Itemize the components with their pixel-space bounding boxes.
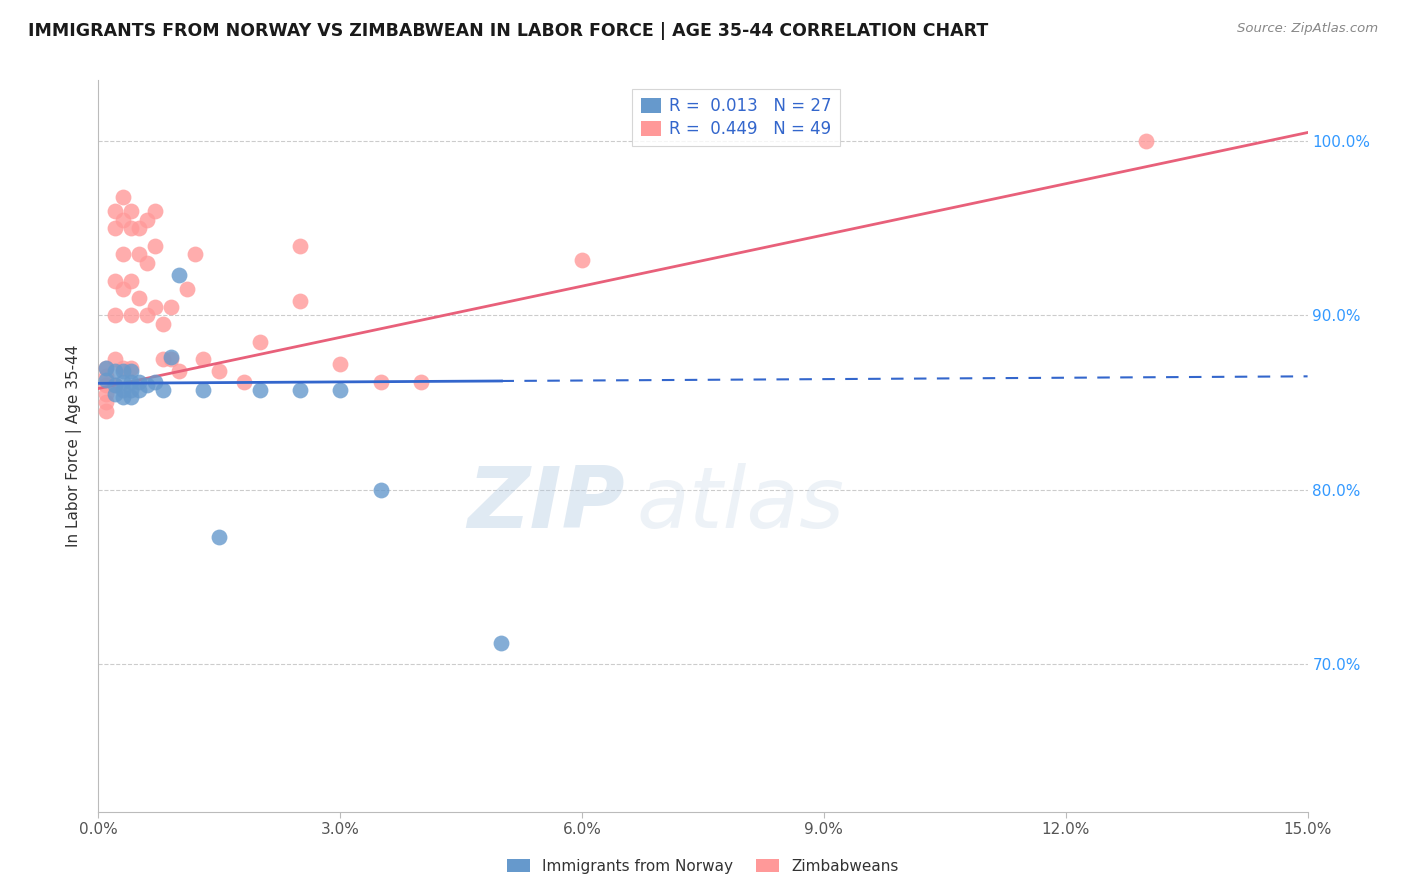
Point [1135, 134, 1157, 148]
Point [96, 360, 118, 375]
Text: Source: ZipAtlas.com: Source: ZipAtlas.com [1237, 22, 1378, 36]
Point [120, 360, 142, 375]
Point [111, 212, 134, 227]
Point [96, 369, 118, 384]
Point [152, 384, 174, 398]
Point [135, 309, 157, 323]
Point [128, 384, 150, 398]
Point [103, 386, 125, 401]
Point [120, 375, 142, 389]
Point [152, 317, 174, 331]
Point [409, 375, 432, 389]
Point [120, 364, 142, 378]
Point [152, 351, 174, 366]
Point [111, 282, 134, 296]
Point [193, 384, 215, 398]
Point [120, 309, 142, 323]
Point [111, 190, 134, 204]
Point [96, 360, 118, 375]
Point [120, 384, 142, 398]
Point [249, 384, 271, 398]
Point [128, 375, 150, 389]
Point [135, 212, 157, 227]
Point [167, 268, 190, 283]
Point [193, 351, 215, 366]
Point [96, 395, 118, 409]
Point [103, 378, 125, 392]
Point [103, 351, 125, 366]
Point [111, 375, 134, 389]
Point [120, 221, 142, 235]
Point [103, 364, 125, 378]
Point [160, 350, 183, 364]
Point [128, 291, 150, 305]
Point [135, 378, 157, 392]
Point [370, 483, 392, 497]
Point [96, 404, 118, 418]
Point [103, 203, 125, 218]
Point [491, 636, 513, 650]
Point [288, 294, 311, 309]
Point [103, 274, 125, 288]
Text: IMMIGRANTS FROM NORWAY VS ZIMBABWEAN IN LABOR FORCE | AGE 35-44 CORRELATION CHAR: IMMIGRANTS FROM NORWAY VS ZIMBABWEAN IN … [28, 22, 988, 40]
Point [120, 274, 142, 288]
Point [370, 375, 392, 389]
Point [103, 378, 125, 392]
Point [103, 309, 125, 323]
Text: ZIP: ZIP [467, 463, 624, 546]
Point [208, 530, 231, 544]
Point [135, 256, 157, 270]
Legend: Immigrants from Norway, Zimbabweans: Immigrants from Norway, Zimbabweans [501, 853, 905, 880]
Point [120, 203, 142, 218]
Legend: R =  0.013   N = 27, R =  0.449   N = 49: R = 0.013 N = 27, R = 0.449 N = 49 [633, 88, 839, 146]
Text: atlas: atlas [637, 463, 845, 546]
Point [160, 351, 183, 366]
Point [96, 373, 118, 387]
Point [111, 390, 134, 404]
Point [329, 384, 352, 398]
Point [167, 364, 190, 378]
Point [111, 364, 134, 378]
Point [249, 334, 271, 349]
Point [232, 375, 254, 389]
Point [288, 238, 311, 252]
Point [143, 300, 166, 314]
Point [111, 384, 134, 398]
Point [208, 364, 231, 378]
Y-axis label: In Labor Force | Age 35-44: In Labor Force | Age 35-44 [66, 345, 83, 547]
Point [288, 384, 311, 398]
Point [329, 357, 352, 371]
Point [184, 247, 207, 261]
Point [143, 375, 166, 389]
Point [111, 247, 134, 261]
Point [571, 252, 593, 267]
Point [103, 221, 125, 235]
Point [143, 238, 166, 252]
Point [96, 386, 118, 401]
Point [143, 203, 166, 218]
Point [96, 378, 118, 392]
Point [111, 360, 134, 375]
Point [128, 221, 150, 235]
Point [128, 247, 150, 261]
Point [176, 282, 198, 296]
Point [160, 300, 183, 314]
Point [120, 390, 142, 404]
